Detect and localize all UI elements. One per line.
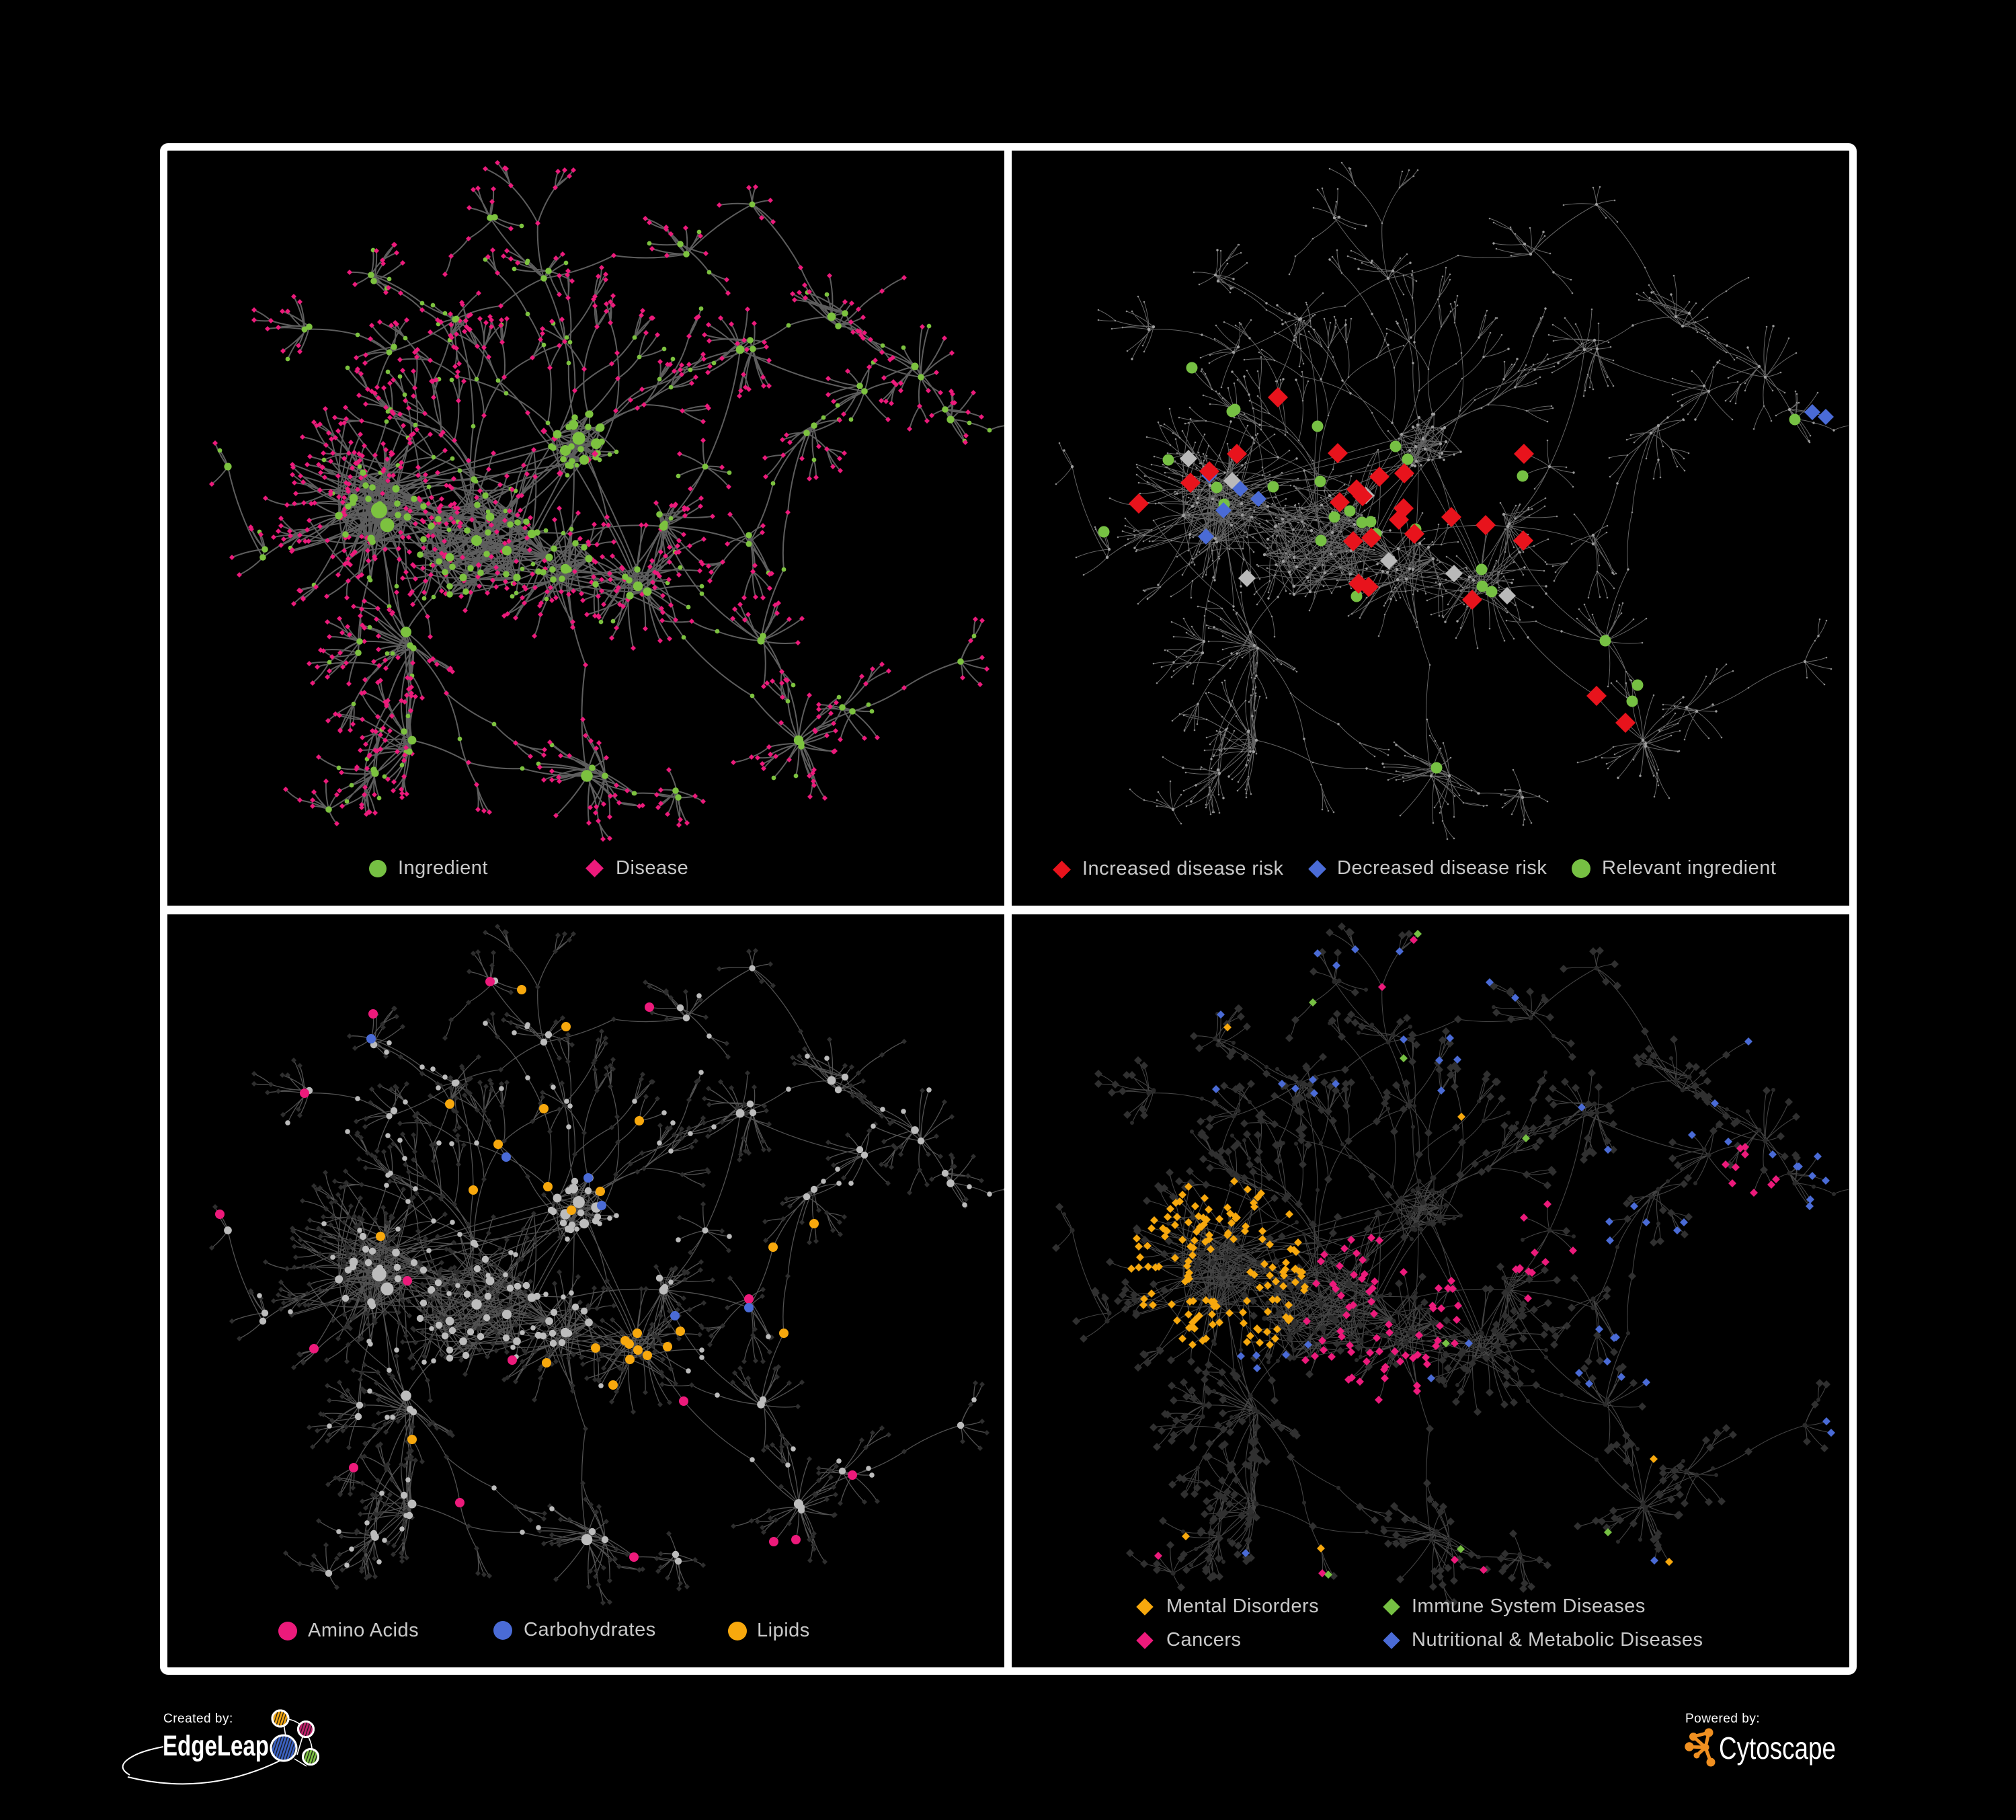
svg-text:EdgeLeap: EdgeLeap [163, 1730, 269, 1762]
svg-text:Created by:: Created by: [163, 1712, 233, 1726]
svg-text:Cytoscape: Cytoscape [1719, 1731, 1836, 1766]
svg-text:Powered by:: Powered by: [1685, 1712, 1760, 1726]
